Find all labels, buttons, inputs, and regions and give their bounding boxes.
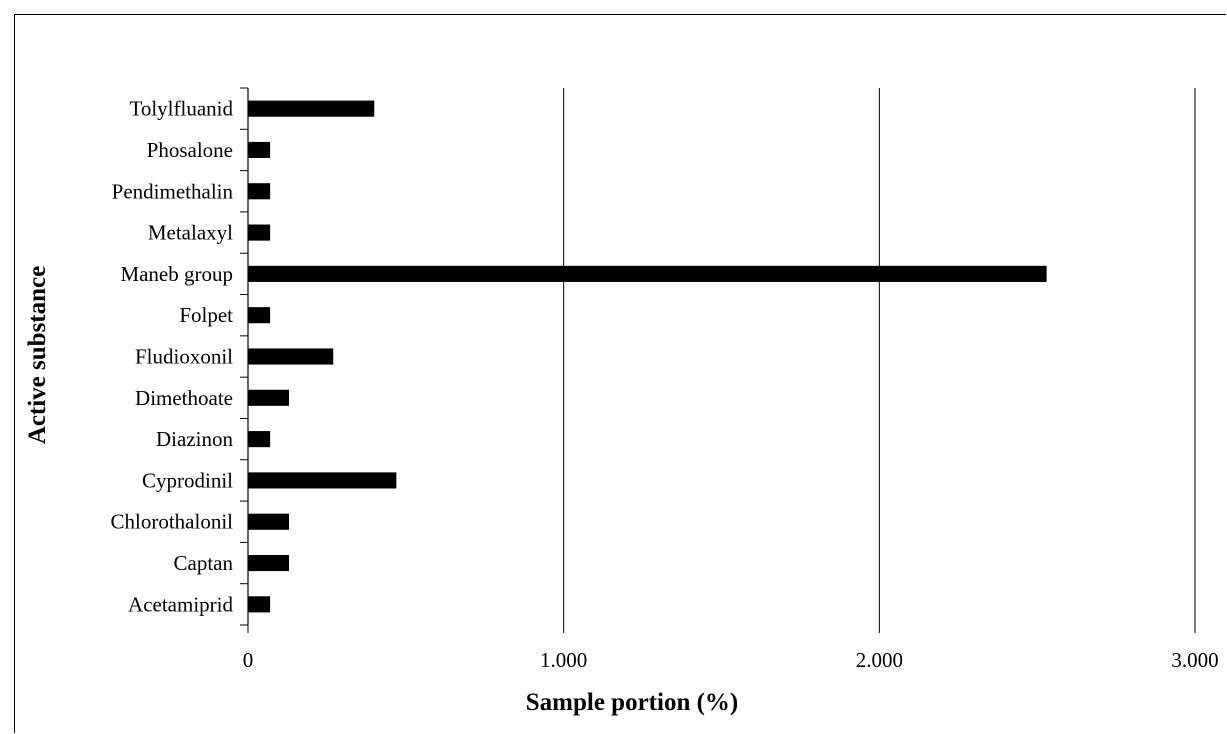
bar-cyprodinil [248,472,397,489]
bar-tolylfluanid [248,100,375,117]
x-axis: 0 1.000 2.000 3.000 [243,625,1219,672]
bar-phosalone [248,141,271,159]
category-label: Pendimethalin [112,179,234,203]
bar-metalaxyl [248,224,271,241]
category-label: Phosalone [147,138,233,162]
category-label: Chlorothalonil [111,510,234,534]
category-label: Folpet [179,303,233,327]
category-label: Tolylfluanid [129,97,233,121]
x-axis-title: Sample portion (%) [526,689,739,716]
category-label: Metalaxyl [148,221,233,245]
category-label: Captan [174,551,234,575]
bar-acetamiprid [248,596,271,613]
x-tick-label: 0 [243,648,254,672]
bar-captan [248,554,290,572]
bar-pendimethalin [248,183,271,200]
bar-diazinon [248,431,271,448]
x-tick-label: 1.000 [540,648,587,672]
bars [248,100,1047,613]
bar-maneb-group [248,265,1047,282]
bar-chlorothalonil [248,513,290,530]
category-label: Dimethoate [135,386,233,410]
x-tick-label: 2.000 [856,648,903,672]
bar-fludioxonil [248,348,334,365]
y-axis: Tolylfluanid Phosalone Pendimethalin Metala… [111,87,249,626]
category-label: Maneb group [120,262,233,286]
y-axis-title: Active substance [24,266,51,444]
bar-folpet [248,307,271,324]
bar-dimethoate [248,389,290,406]
x-tick-label: 3.000 [1171,648,1218,672]
category-label: Diazinon [156,427,233,451]
category-label: Fludioxonil [135,345,233,369]
category-label: Acetamiprid [128,592,233,616]
category-label: Cyprodinil [142,468,233,492]
gridlines [563,88,1196,625]
chart-frame [14,14,1226,733]
